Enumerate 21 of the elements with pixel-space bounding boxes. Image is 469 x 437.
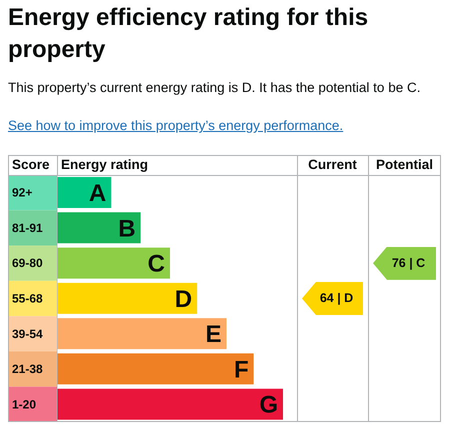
annotation: E [205,321,222,348]
annotation: G [259,392,278,419]
annotation: C [148,250,165,278]
y-tick-label: 55-68 [12,292,44,306]
chart-subtitle: This property’s current energy rating is D. It has the potential to be C. [8,80,420,95]
y-tick-label: 69-80 [12,256,44,270]
text: See how to improve this property’s energy performance. [8,118,344,133]
y-tick-label: 92+ [12,186,32,200]
annotation: F [234,356,249,384]
annotation: D [174,286,192,313]
y-tick-label: 21-38 [12,362,44,376]
y-axis-title: Score [12,157,50,172]
chart-title: Energy efficiency rating for this property [8,3,370,65]
text: Current [307,157,358,172]
x-axis-title: Energy rating [61,157,148,172]
annotation: B [118,215,136,242]
y-tick-label: 39-54 [12,326,44,341]
y-tick-label: 81-91 [12,220,44,235]
text: Potential [374,157,434,172]
annotation: A [88,180,106,208]
y-tick-label: 1-20 [12,397,36,412]
